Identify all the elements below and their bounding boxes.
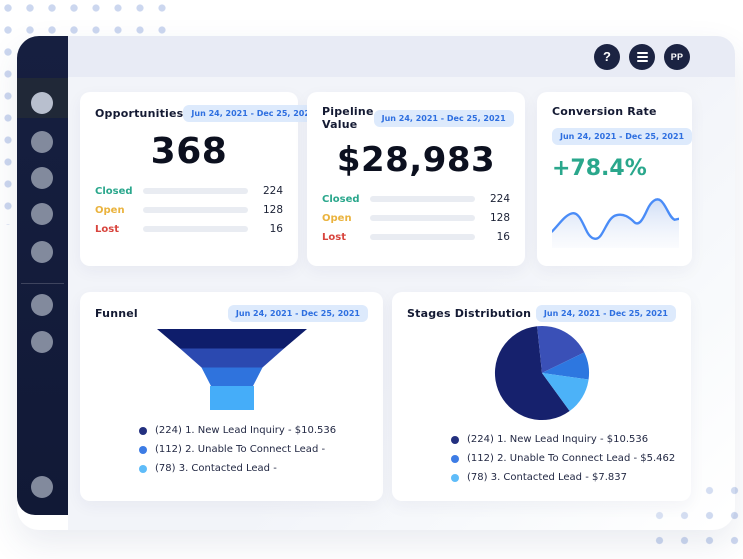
- stages-legend: (224) 1. New Lead Inquiry - $10.536 (112…: [451, 434, 676, 483]
- opportunities-card: Opportunities Jun 24, 2021 - Dec 25, 202…: [80, 92, 324, 266]
- progress-bar: [143, 188, 248, 194]
- stat-row-open: Open 128: [95, 204, 283, 216]
- stat-label: Open: [322, 212, 352, 224]
- legend-item: (112) 2. Unable To Connect Lead - $5.462: [451, 453, 676, 464]
- sidebar-divider: [21, 283, 64, 284]
- pipeline-date-range-badge[interactable]: Jun 24, 2021 - Dec 25, 2021: [373, 109, 514, 127]
- pipeline-breakdown: Closed 224 Open 128 Lost 16: [322, 193, 510, 243]
- stat-value: 128: [262, 204, 283, 216]
- legend-label: (112) 2. Unable To Connect Lead - $5.462: [467, 453, 676, 464]
- sidebar-item-5-icon[interactable]: [31, 241, 53, 263]
- stat-value: 128: [489, 212, 510, 224]
- opportunities-total: 368: [150, 131, 228, 172]
- legend-dot-icon: [139, 426, 147, 435]
- legend-label: (224) 1. New Lead Inquiry - $10.536: [467, 434, 649, 445]
- stat-label: Lost: [95, 223, 119, 235]
- opportunities-breakdown: Closed 224 Open 128 Lost 16: [95, 185, 283, 235]
- sidebar-item-settings-icon[interactable]: [31, 476, 53, 498]
- conversion-rate-card: Conversion Rate Jun 24, 2021 - Dec 25, 2…: [537, 92, 693, 266]
- stat-value: 224: [262, 185, 283, 197]
- sidebar-item-2-icon[interactable]: [31, 131, 53, 153]
- avatar-initials: PP: [670, 51, 684, 62]
- stages-pie-chart: [494, 325, 589, 421]
- stat-label: Lost: [322, 231, 346, 243]
- sidebar-nav: [17, 36, 68, 515]
- help-button[interactable]: ?: [594, 43, 620, 70]
- funnel-card: Funnel Jun 24, 2021 - Dec 25, 2021 (224)…: [80, 292, 383, 501]
- stat-value: 16: [269, 223, 283, 235]
- sidebar-item-7-icon[interactable]: [31, 331, 53, 353]
- progress-bar: [370, 234, 475, 240]
- pipeline-title: Pipeline Value: [322, 105, 374, 131]
- main-content: Opportunities Jun 24, 2021 - Dec 25, 202…: [68, 77, 735, 530]
- legend-item: (112) 2. Unable To Connect Lead -: [139, 444, 368, 455]
- stat-row-closed: Closed 224: [95, 185, 283, 197]
- legend-dot-icon: [451, 473, 459, 482]
- progress-bar: [143, 226, 248, 232]
- legend-item: (224) 1. New Lead Inquiry - $10.536: [139, 425, 368, 436]
- stages-title: Stages Distribution: [407, 307, 532, 320]
- legend-dot-icon: [451, 435, 459, 444]
- pipeline-total: $28,983: [336, 140, 496, 180]
- stat-row-lost: Lost 16: [322, 231, 510, 243]
- stages-distribution-card: Stages Distribution Jun 24, 2021 - Dec 2…: [392, 292, 691, 501]
- profile-avatar-button[interactable]: PP: [664, 43, 690, 70]
- stat-value: 16: [496, 231, 510, 243]
- funnel-chart: [156, 329, 307, 410]
- legend-label: (78) 3. Contacted Lead - $7.837: [467, 472, 627, 483]
- stat-row-closed: Closed 224: [322, 193, 510, 205]
- funnel-legend: (224) 1. New Lead Inquiry - $10.536 (112…: [139, 425, 368, 474]
- question-mark-icon: ?: [603, 49, 611, 64]
- legend-dot-icon: [451, 454, 459, 463]
- pipeline-value-card: Pipeline Value Jun 24, 2021 - Dec 25, 20…: [307, 92, 525, 266]
- legend-item: (78) 3. Contacted Lead - $7.837: [451, 472, 676, 483]
- app-window: ? PP Opportu: [17, 36, 735, 530]
- progress-bar: [370, 215, 475, 221]
- menu-button[interactable]: [629, 43, 655, 70]
- stat-row-open: Open 128: [322, 212, 510, 224]
- sidebar-item-1-icon[interactable]: [31, 92, 53, 114]
- stat-label: Open: [95, 204, 125, 216]
- funnel-title: Funnel: [95, 307, 138, 320]
- conversion-date-range-badge[interactable]: Jun 24, 2021 - Dec 25, 2021: [552, 128, 693, 145]
- stat-label: Closed: [95, 185, 133, 197]
- sidebar-item-6-icon[interactable]: [31, 294, 53, 316]
- top-bar: ? PP: [68, 36, 735, 77]
- legend-label: (78) 3. Contacted Lead -: [155, 463, 277, 474]
- opportunities-date-range-badge[interactable]: Jun 24, 2021 - Dec 25, 2021: [183, 105, 324, 122]
- legend-dot-icon: [139, 445, 147, 454]
- sidebar-item-3-icon[interactable]: [31, 167, 53, 189]
- progress-bar: [143, 207, 248, 213]
- progress-bar: [370, 196, 475, 202]
- legend-item: (78) 3. Contacted Lead -: [139, 463, 368, 474]
- opportunities-title: Opportunities: [95, 107, 184, 120]
- sidebar-item-4-icon[interactable]: [31, 203, 53, 225]
- conversion-value: +78.4%: [552, 156, 647, 181]
- legend-dot-icon: [139, 464, 147, 473]
- hamburger-icon: [636, 51, 648, 62]
- conversion-line-chart: [552, 198, 679, 248]
- conversion-title: Conversion Rate: [552, 105, 657, 118]
- funnel-date-range-badge[interactable]: Jun 24, 2021 - Dec 25, 2021: [227, 305, 368, 322]
- legend-item: (224) 1. New Lead Inquiry - $10.536: [451, 434, 676, 445]
- stat-value: 224: [489, 193, 510, 205]
- stages-date-range-badge[interactable]: Jun 24, 2021 - Dec 25, 2021: [535, 305, 676, 322]
- stat-label: Closed: [322, 193, 360, 205]
- stat-row-lost: Lost 16: [95, 223, 283, 235]
- legend-label: (112) 2. Unable To Connect Lead -: [155, 444, 326, 455]
- legend-label: (224) 1. New Lead Inquiry - $10.536: [155, 425, 337, 436]
